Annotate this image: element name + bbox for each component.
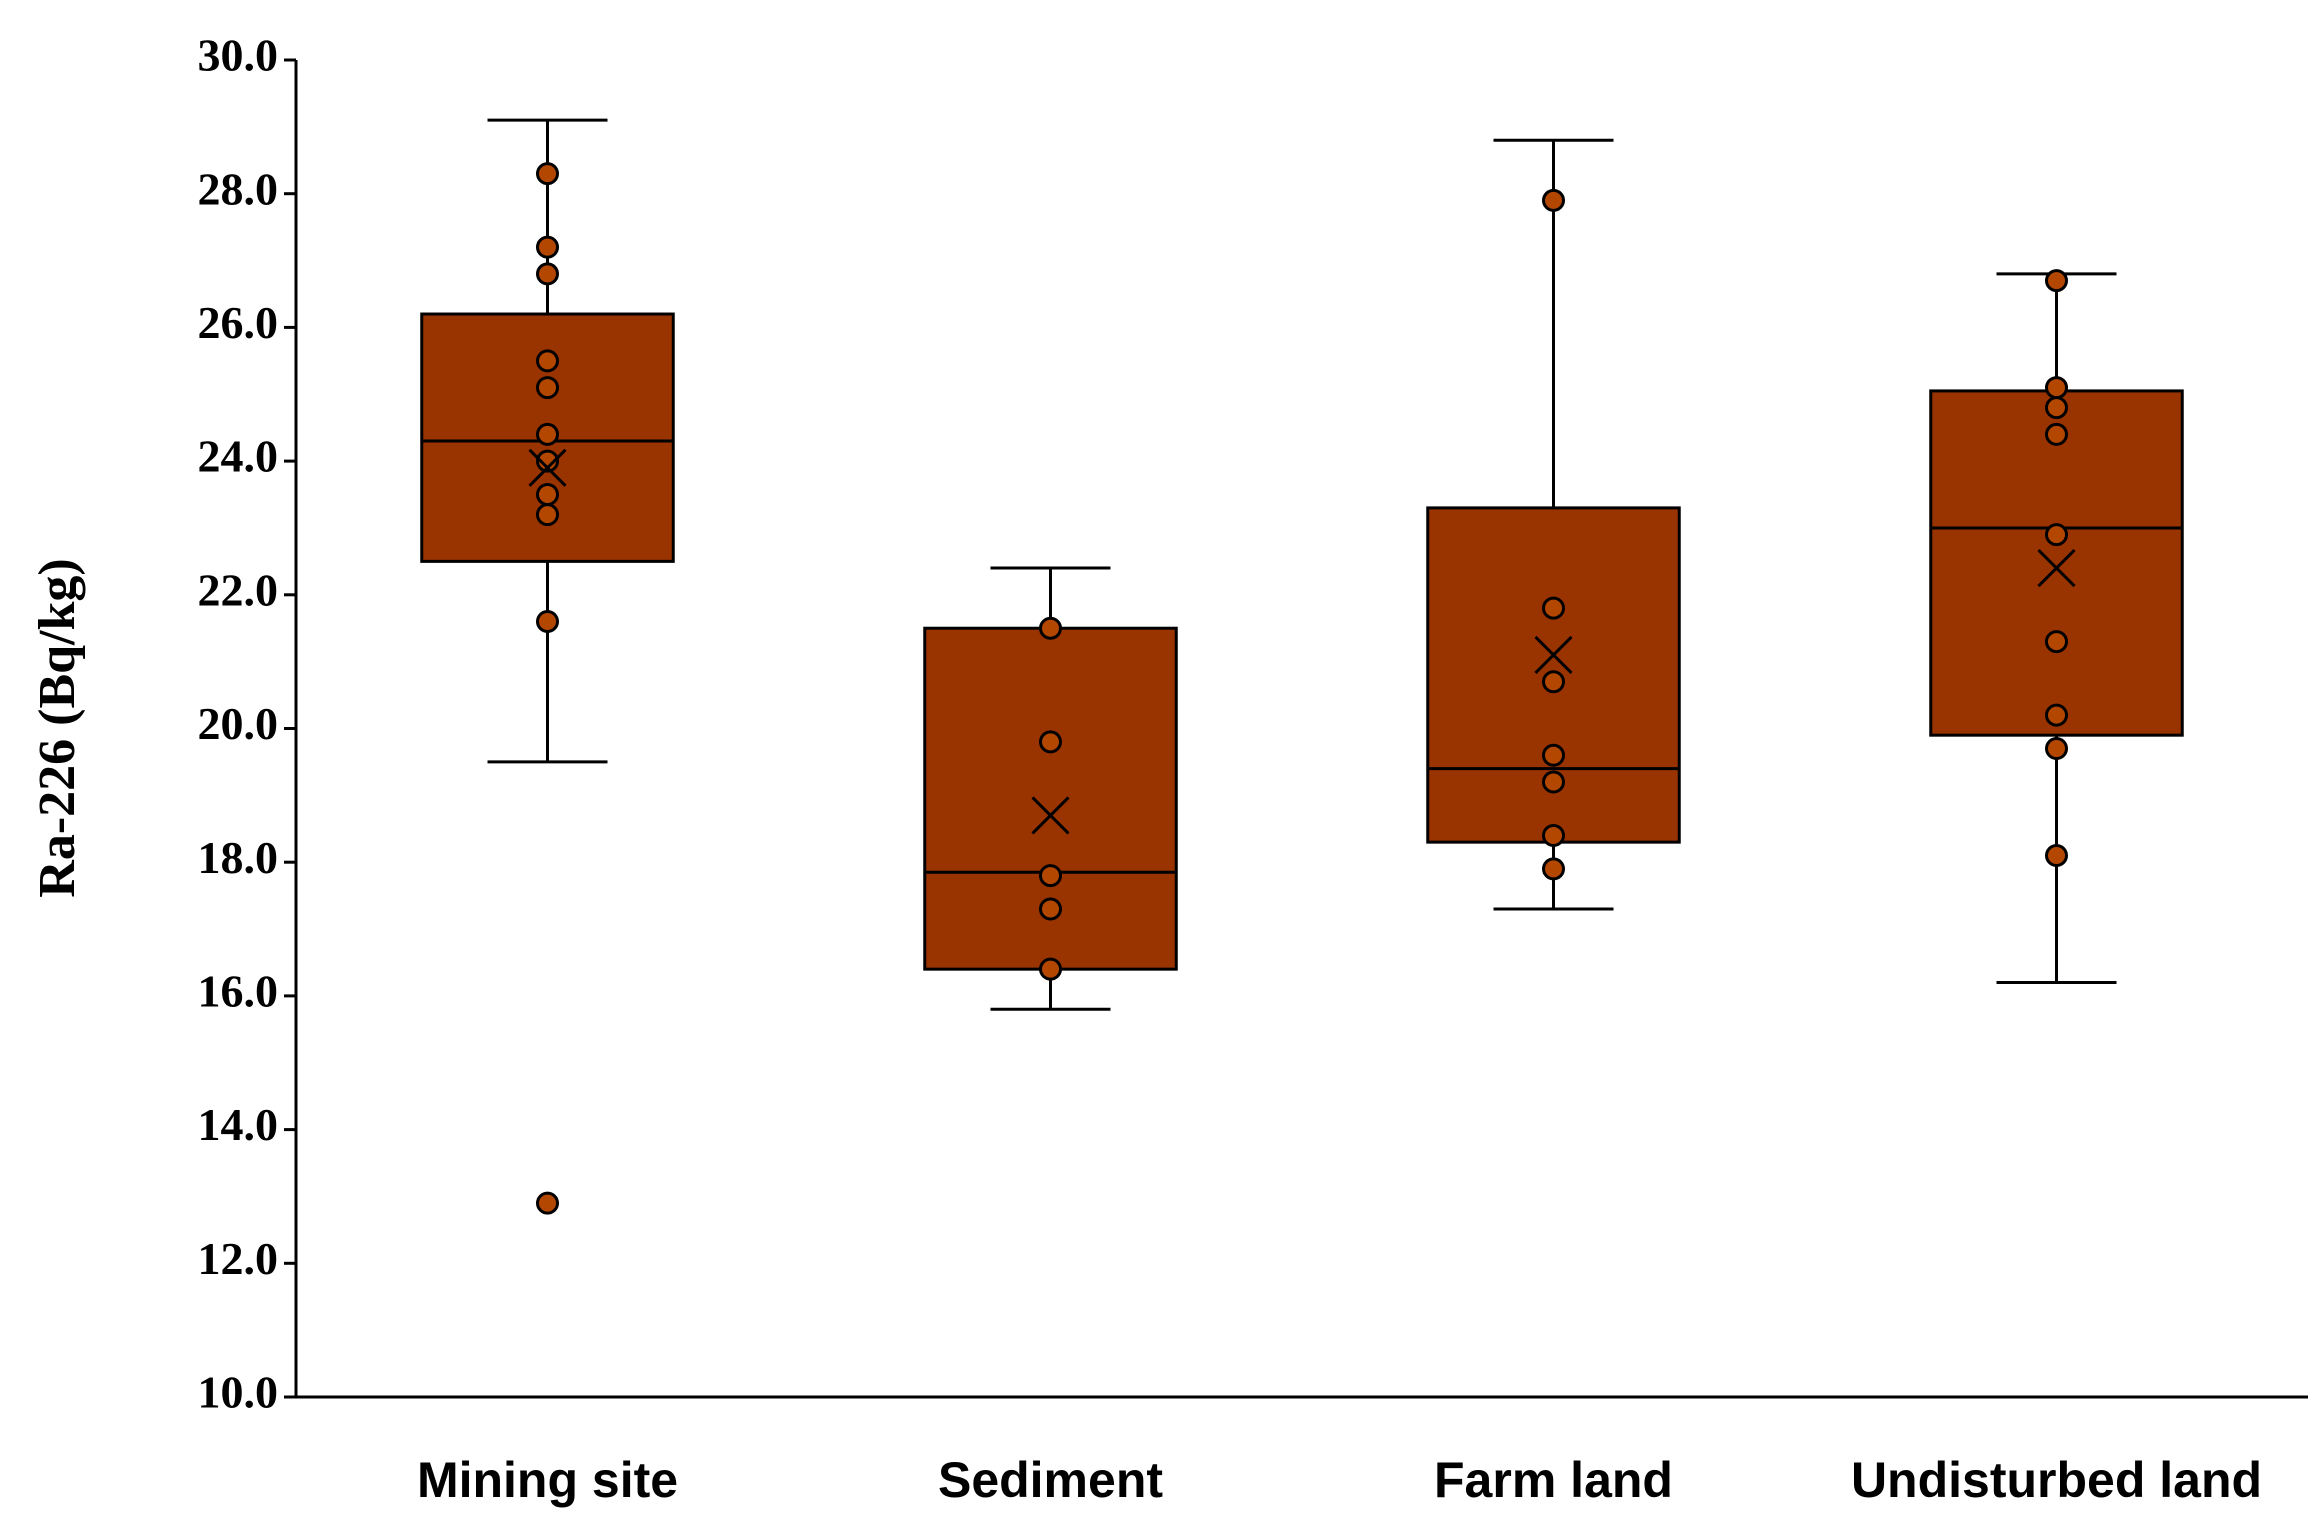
x-tick-label: Undisturbed land — [1851, 1452, 2262, 1508]
data-point — [536, 483, 559, 507]
data-point — [2045, 630, 2068, 654]
data-point — [536, 1191, 559, 1215]
y-axis-label: Ra-226 (Bq/kg) — [29, 558, 86, 897]
y-tick-label: 28.0 — [198, 163, 279, 214]
x-tick-label: Farm land — [1434, 1452, 1673, 1508]
mean-marker — [1031, 796, 1070, 835]
data-point — [1039, 864, 1062, 888]
data-point — [536, 610, 559, 634]
data-point — [2045, 376, 2068, 400]
data-point — [2045, 523, 2068, 547]
data-point — [536, 235, 559, 259]
mean-marker — [1534, 635, 1573, 675]
data-point — [2045, 269, 2068, 293]
data-point — [1039, 897, 1062, 921]
y-tick-label: 14.0 — [198, 1099, 279, 1150]
y-tick-label: 12.0 — [198, 1233, 279, 1284]
y-tick-label: 10.0 — [198, 1367, 279, 1418]
data-point — [536, 162, 559, 186]
y-tick-label: 24.0 — [198, 431, 279, 482]
y-tick-label: 26.0 — [198, 297, 279, 348]
mean-marker — [2037, 548, 2076, 588]
data-point — [536, 422, 559, 446]
data-point — [536, 503, 559, 527]
data-point — [536, 376, 559, 400]
data-point — [2045, 844, 2068, 868]
y-tick-label: 18.0 — [198, 832, 279, 883]
data-point — [1542, 823, 1565, 847]
data-point — [2045, 422, 2068, 446]
data-point — [2045, 737, 2068, 761]
data-point — [1542, 596, 1565, 620]
box — [1929, 389, 2184, 737]
data-point — [536, 449, 559, 473]
data-point — [1039, 616, 1062, 640]
y-tick-label: 16.0 — [198, 965, 279, 1016]
data-point — [1542, 770, 1565, 794]
data-point — [1542, 857, 1565, 881]
y-tick-label: 30.0 — [198, 30, 279, 81]
y-tick-label: 20.0 — [198, 698, 279, 749]
mean-marker — [528, 448, 567, 487]
x-tick-label: Sediment — [938, 1452, 1163, 1508]
data-point — [1542, 188, 1565, 212]
data-point — [1039, 957, 1062, 981]
data-point — [1542, 743, 1565, 767]
data-point — [536, 262, 559, 286]
y-tick-label: 22.0 — [198, 564, 279, 615]
data-point — [536, 349, 559, 373]
x-tick-label: Mining site — [417, 1452, 678, 1508]
data-point — [1542, 670, 1565, 694]
data-point — [1039, 730, 1062, 754]
data-point — [2045, 396, 2068, 420]
data-point — [2045, 703, 2068, 727]
